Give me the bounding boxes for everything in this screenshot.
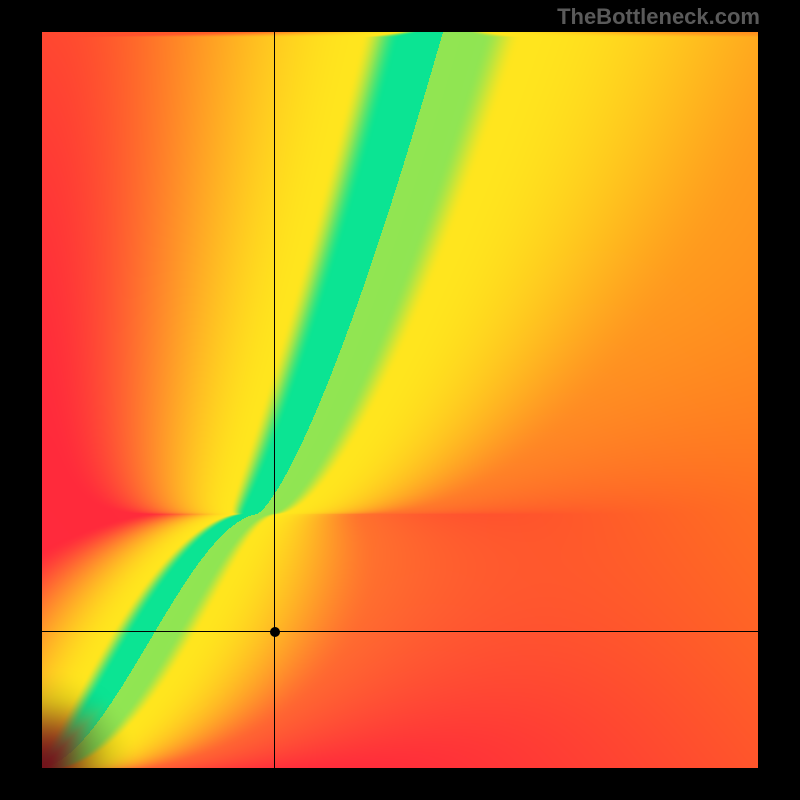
crosshair-horizontal xyxy=(42,631,758,632)
bottleneck-heatmap xyxy=(42,32,758,768)
watermark-text: TheBottleneck.com xyxy=(557,4,760,30)
crosshair-vertical xyxy=(274,32,275,768)
figure: TheBottleneck.com xyxy=(0,0,800,800)
crosshair-marker xyxy=(270,627,280,637)
